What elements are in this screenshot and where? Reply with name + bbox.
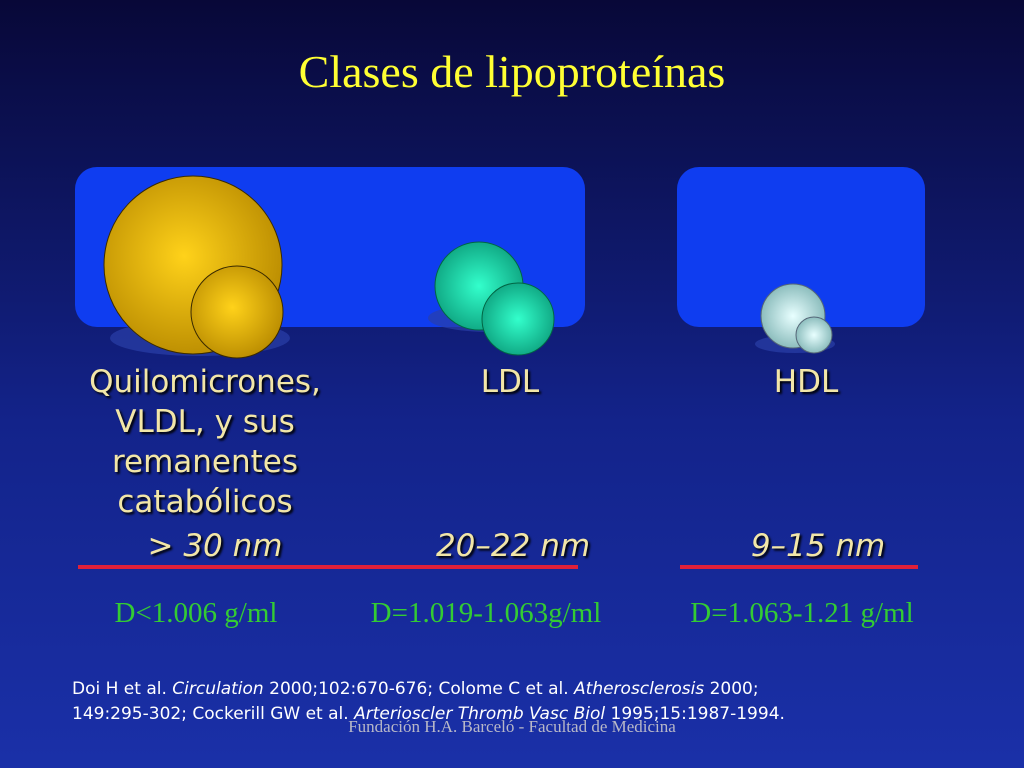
- reference-line: 149:295-302; Cockerill GW et al. Arterio…: [72, 702, 785, 727]
- reference-line: Doi H et al. Circulation 2000;102:670-67…: [72, 677, 759, 702]
- reference-text: 149:295-302; Cockerill GW et al.: [72, 704, 355, 724]
- reference-text: 2000;: [704, 679, 759, 699]
- footer: Fundación H.A. Barceló - Facultad de Med…: [348, 717, 676, 736]
- group-label: HDL: [773, 364, 839, 400]
- group-label: Quilomicrones,: [89, 364, 321, 400]
- reference-text: 2000;102:670-676; Colome C et al.: [263, 679, 575, 699]
- density: D=1.063-1.21 g/ml: [690, 597, 914, 629]
- reference-text: 1995;15:1987-1994.: [605, 704, 785, 724]
- density: D=1.019-1.063g/ml: [370, 597, 602, 629]
- size-range: 9–15 nm: [750, 528, 886, 564]
- group-label: remanentes: [111, 444, 299, 480]
- group-label: catabólicos: [117, 484, 293, 520]
- reference-text: Arterioscler Thromb Vasc Biol: [354, 704, 606, 724]
- size-range: > 30 nm: [147, 528, 283, 564]
- panel: [677, 167, 925, 327]
- density: D<1.006 g/ml: [114, 597, 278, 629]
- reference-text: Doi H et al.: [72, 679, 173, 699]
- reference-text: Atherosclerosis: [574, 679, 705, 699]
- size-range: 20–22 nm: [435, 528, 591, 564]
- slide-title: Clases de lipoproteínas: [298, 46, 726, 97]
- group-label: LDL: [480, 364, 540, 400]
- group-label: VLDL, y sus: [115, 404, 295, 440]
- reference-text: Circulation: [172, 679, 264, 699]
